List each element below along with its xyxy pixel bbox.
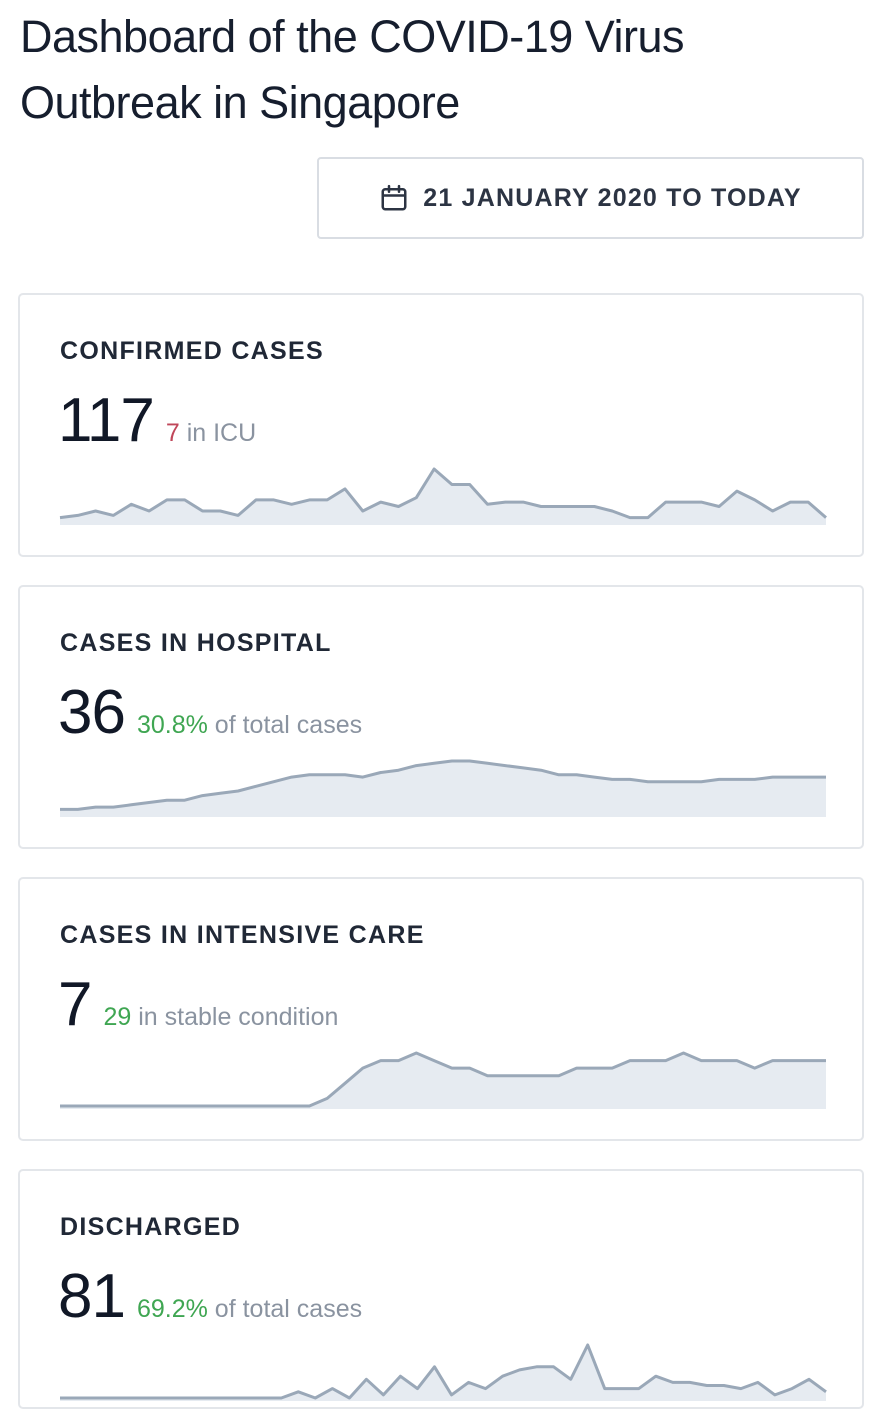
cases-in-intensive-care-card: CASES IN INTENSIVE CARE 7 29 in stable c…: [18, 877, 864, 1141]
card-value-row: 36 30.8% of total cases: [58, 679, 362, 747]
sparkline-line: [60, 761, 826, 809]
card-subtext-label: of total cases: [207, 711, 363, 739]
confirmed-cases-sparkline: [60, 465, 826, 525]
sparkline-area: [60, 1053, 826, 1109]
sparkline-line: [60, 1053, 826, 1106]
sparkline-area: [60, 1345, 826, 1401]
icu-count: 7: [165, 419, 180, 447]
card-title: CASES IN INTENSIVE CARE: [60, 921, 425, 949]
hospital-percent: 30.8%: [136, 711, 208, 739]
card-value-row: 7 29 in stable condition: [58, 971, 338, 1039]
page-title: Dashboard of the COVID-19 Virus Outbreak…: [20, 11, 685, 128]
sparkline-area: [60, 469, 826, 525]
date-range-button[interactable]: 21 JANUARY 2020 TO TODAY: [317, 157, 864, 239]
card-subtext-label: of total cases: [207, 1295, 363, 1323]
sparkline-area: [60, 761, 826, 817]
cases-in-hospital-card: CASES IN HOSPITAL 36 30.8% of total case…: [18, 585, 864, 849]
card-subtext: 7 in ICU: [166, 419, 256, 448]
card-title: CONFIRMED CASES: [60, 337, 324, 365]
discharged-percent: 69.2%: [136, 1295, 208, 1323]
card-value-row: 117 7 in ICU: [58, 387, 256, 455]
calendar-icon: [381, 184, 407, 211]
cases-in-hospital-value: 36: [58, 678, 126, 747]
discharged-card: DISCHARGED 81 69.2% of total cases: [18, 1169, 864, 1409]
cases-in-hospital-sparkline: [60, 757, 826, 817]
date-range-label: 21 JANUARY 2020 TO TODAY: [423, 183, 802, 212]
card-subtext: 69.2% of total cases: [137, 1295, 362, 1324]
confirmed-cases-card: CONFIRMED CASES 117 7 in ICU: [18, 293, 864, 557]
intensive-care-value: 7: [58, 970, 92, 1039]
card-subtext-label: in ICU: [179, 419, 257, 447]
card-title: DISCHARGED: [60, 1213, 242, 1241]
stable-count: 29: [103, 1003, 132, 1031]
card-subtext: 29 in stable condition: [103, 1003, 338, 1032]
card-subtext-label: in stable condition: [131, 1003, 339, 1031]
card-subtext: 30.8% of total cases: [137, 711, 362, 740]
discharged-value: 81: [58, 1262, 126, 1331]
intensive-care-sparkline: [60, 1049, 826, 1109]
card-title: CASES IN HOSPITAL: [60, 629, 332, 657]
discharged-sparkline: [60, 1341, 826, 1401]
confirmed-cases-value: 117: [58, 386, 155, 455]
sparkline-line: [60, 469, 826, 518]
card-value-row: 81 69.2% of total cases: [58, 1263, 362, 1331]
